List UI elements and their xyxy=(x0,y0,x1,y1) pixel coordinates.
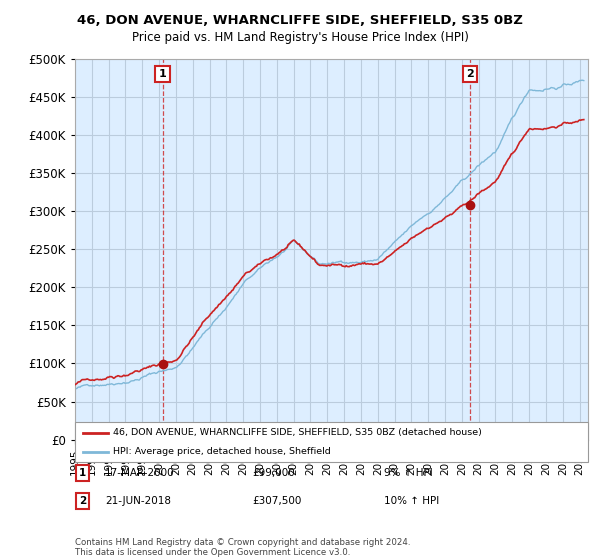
Text: 10% ↑ HPI: 10% ↑ HPI xyxy=(384,496,439,506)
Text: 46, DON AVENUE, WHARNCLIFFE SIDE, SHEFFIELD, S35 0BZ: 46, DON AVENUE, WHARNCLIFFE SIDE, SHEFFI… xyxy=(77,14,523,27)
Text: 1: 1 xyxy=(159,69,167,79)
Text: 17-MAR-2000: 17-MAR-2000 xyxy=(105,468,175,478)
Text: 2: 2 xyxy=(79,496,86,506)
Text: Contains HM Land Registry data © Crown copyright and database right 2024.
This d: Contains HM Land Registry data © Crown c… xyxy=(75,538,410,557)
Text: 21-JUN-2018: 21-JUN-2018 xyxy=(105,496,171,506)
Text: 9% ↑ HPI: 9% ↑ HPI xyxy=(384,468,433,478)
Text: Price paid vs. HM Land Registry's House Price Index (HPI): Price paid vs. HM Land Registry's House … xyxy=(131,31,469,44)
FancyBboxPatch shape xyxy=(75,422,588,462)
Text: 2: 2 xyxy=(466,69,473,79)
Text: HPI: Average price, detached house, Sheffield: HPI: Average price, detached house, Shef… xyxy=(113,447,331,456)
Text: £307,500: £307,500 xyxy=(252,496,301,506)
Text: £99,000: £99,000 xyxy=(252,468,295,478)
Text: 46, DON AVENUE, WHARNCLIFFE SIDE, SHEFFIELD, S35 0BZ (detached house): 46, DON AVENUE, WHARNCLIFFE SIDE, SHEFFI… xyxy=(113,428,482,437)
Text: 1: 1 xyxy=(79,468,86,478)
